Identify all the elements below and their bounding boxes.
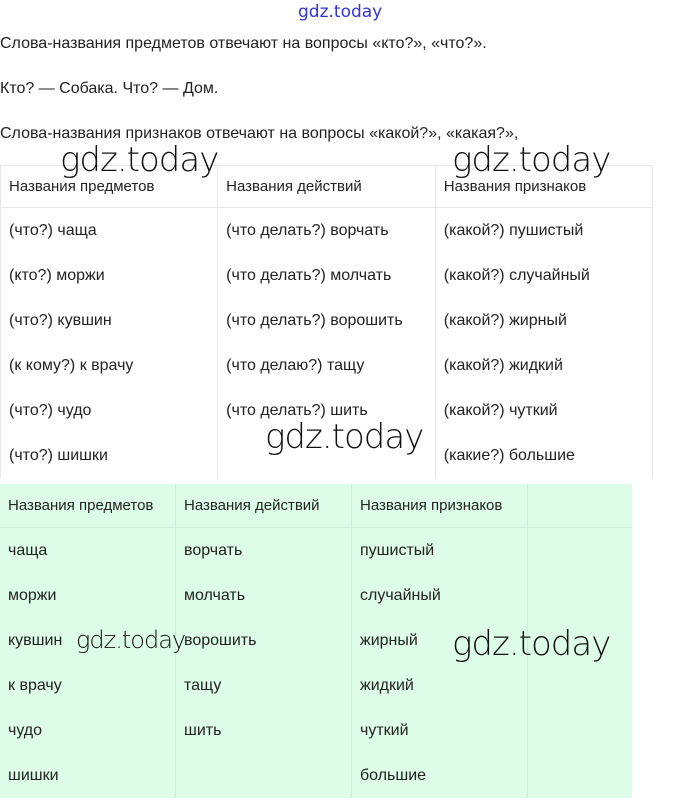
table-cell: чудо [0,708,176,753]
table-with-questions: Названия предметов Названия действий Наз… [0,165,654,478]
table-cell: ворчать [175,527,352,573]
table-cell: (что делать?) шить [217,388,436,433]
header-cell: Названия действий [175,484,352,528]
table-cell: (что делать?) молчать [217,253,436,298]
table-cell: (к кому?) к врачу [0,343,219,388]
table-header-row: Названия предметов Названия действий Наз… [0,484,632,528]
table-cell: (какой?) чуткий [434,388,654,433]
table-cell: (какие?) большие [434,433,654,478]
header-cell: Названия действий [217,165,436,208]
paragraph-1: Слова-названия предметов отвечают на воп… [0,35,487,52]
watermark: gdz.today [76,626,186,654]
table-cell: (какой?) жидкий [434,343,654,388]
watermark: gdz.today [60,140,219,180]
table-cell: (кто?) моржи [0,253,219,298]
header-cell: Названия признаков [434,165,654,208]
table-cell: (что?) чудо [0,388,219,433]
table-row: (что?) чаща (что делать?) ворчать (какой?)… [0,207,654,253]
table-cell: (что?) шишки [0,433,219,478]
table-cell: ворошить [175,618,352,663]
table-row: шишки большие [0,753,632,798]
header-cell: Названия предметов [0,165,219,208]
table-cell: (что делаю?) тащу [217,343,436,388]
table-cell: к врачу [0,663,176,708]
table-cell: тащу [175,663,352,708]
table-cell: моржи [0,573,176,618]
paragraph-2: Кто? — Собака. Что? — Дом. [0,80,219,97]
table-cell: случайный [351,573,528,618]
table-cell: (какой?) случайный [434,253,654,298]
table-cell: чаща [0,527,176,573]
table-cell: чуткий [351,708,528,753]
header-cell: Названия предметов [0,484,176,528]
table-row: кувшин ворошить жирный [0,618,632,663]
table-row: (что?) чудо (что делать?) шить (какой?) чу… [0,388,654,433]
table-header-row: Названия предметов Названия действий Наз… [0,165,654,208]
table-row: чудо шить чуткий [0,708,632,753]
table-cell: (какой?) жирный [434,298,654,343]
header-cell: Названия признаков [351,484,528,528]
table-cell: шишки [0,753,176,798]
table-cell: молчать [175,573,352,618]
paragraph-3: Слова-названия признаков отвечают на воп… [0,125,519,142]
table-cell: (что делать?) ворчать [217,207,436,253]
empty-column [527,484,632,528]
table-cell [217,433,436,478]
table-row: к врачу тащу жидкий [0,663,632,708]
table-cell [175,753,352,798]
watermark: gdz.today [265,417,424,457]
table-cell: пушистый [351,527,528,573]
table-cell: кувшин [0,618,176,663]
table-answers: Названия предметов Названия действий Наз… [0,484,632,798]
table-cell: (что?) кувшин [0,298,219,343]
table-row: чаща ворчать пушистый [0,527,632,573]
table-cell: большие [351,753,528,798]
table-cell: (что делать?) ворошить [217,298,436,343]
table-row: (что?) шишки (какие?) большие [0,433,654,478]
table-cell: жидкий [351,663,528,708]
watermark: gdz.today [452,624,611,664]
table-row: (что?) кувшин (что делать?) ворошить (како… [0,298,654,343]
watermark: gdz.today [452,140,611,180]
table-cell: (что?) чаща [0,207,219,253]
table-row: моржи молчать случайный [0,573,632,618]
table-row: (к кому?) к врачу (что делаю?) тащу (какой… [0,343,654,388]
table-cell: шить [175,708,352,753]
table-cell: жирный [351,618,528,663]
watermark-top: gdz.today [298,2,383,22]
table-cell: (какой?) пушистый [434,207,654,253]
table-row: (кто?) моржи (что делать?) молчать (какой?… [0,253,654,298]
